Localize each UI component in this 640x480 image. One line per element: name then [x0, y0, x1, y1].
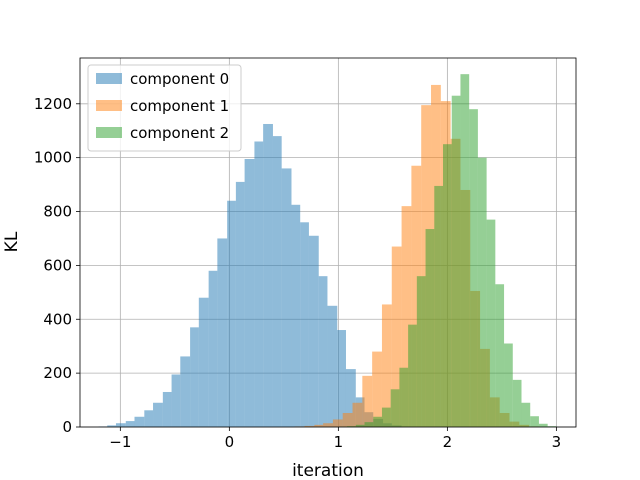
histogram-bar: [254, 141, 264, 428]
histogram-bar: [153, 402, 163, 427]
histogram-bar: [521, 402, 531, 427]
histogram-bars: [98, 74, 557, 428]
histogram-bar: [352, 402, 363, 427]
histogram-bar: [512, 379, 522, 427]
histogram-bar: [391, 246, 402, 427]
histogram-bar: [318, 276, 328, 427]
histogram-bar: [308, 235, 319, 427]
y-tick-label: 400: [43, 310, 72, 328]
histogram-bar: [144, 410, 154, 427]
histogram-bar: [460, 74, 470, 427]
histogram-bar: [162, 391, 172, 427]
histogram-bar: [208, 270, 218, 427]
histogram-bar: [272, 136, 282, 427]
plot-area-frame: [79, 57, 577, 428]
series-2-bars: [338, 74, 557, 428]
histogram-bar: [263, 123, 273, 428]
histogram-bar: [300, 222, 309, 427]
histogram-bar: [304, 425, 315, 427]
histogram-bar: [323, 423, 333, 427]
histogram-bar: [469, 109, 478, 428]
histogram-bar: [486, 219, 496, 427]
histogram-bar: [107, 425, 116, 427]
histogram-bar: [244, 159, 255, 427]
histogram-bar: [125, 421, 135, 427]
histogram-bar: [451, 95, 461, 427]
histogram-bar: [381, 304, 392, 427]
histogram-bar: [477, 157, 487, 428]
histogram-bar: [425, 229, 435, 427]
legend-frame: [87, 64, 242, 152]
x-tick-label: 0: [225, 433, 235, 451]
histogram-bar: [547, 426, 557, 427]
histogram-bar: [332, 419, 343, 427]
y-tick-label: 800: [43, 203, 72, 221]
histogram-bar: [355, 424, 365, 427]
histogram-bar: [399, 367, 409, 427]
histogram-bar: [115, 423, 126, 427]
legend-label: component 2: [130, 124, 229, 142]
legend-label: component 0: [130, 70, 229, 88]
histogram-bar: [134, 416, 145, 427]
histogram-bar: [171, 374, 181, 427]
histogram-bar: [337, 330, 346, 427]
legend: component 0 component 1 component 2: [87, 64, 242, 152]
x-tick-label: 1: [334, 433, 344, 451]
histogram-bar: [345, 369, 356, 427]
histogram-bar: [411, 165, 422, 427]
histogram-bar: [217, 238, 228, 427]
x-tick-label: 3: [552, 433, 562, 451]
legend-swatch: [96, 100, 122, 111]
histogram-bar: [347, 426, 356, 427]
histogram-bar: [291, 204, 301, 427]
x-tick-label: 2: [443, 433, 453, 451]
y-tick-label: 1000: [34, 149, 72, 167]
histogram-bar: [190, 327, 199, 427]
histogram-bar: [227, 200, 236, 427]
histogram-bar: [538, 423, 548, 427]
x-axis-ticks: −1 0 1 2 3: [109, 427, 561, 451]
histogram-bar: [281, 168, 292, 427]
histogram-bar: [327, 305, 338, 427]
histogram-bar: [434, 185, 444, 427]
legend-swatch: [96, 127, 122, 138]
x-axis-label: iteration: [292, 461, 364, 480]
histogram-bar: [198, 297, 209, 427]
histogram-bar: [235, 181, 245, 427]
histogram-bar: [362, 375, 373, 427]
histogram-bar: [381, 407, 391, 427]
histogram-bar: [408, 324, 417, 427]
y-tick-label: 0: [62, 418, 72, 436]
histogram-bar: [495, 284, 505, 427]
legend-swatch: [96, 73, 122, 84]
histogram-bar: [504, 343, 513, 427]
y-tick-label: 600: [43, 256, 72, 274]
histogram-bar: [314, 424, 324, 427]
histogram-bar: [390, 389, 400, 427]
histogram-bar: [443, 144, 452, 428]
y-tick-label: 1200: [34, 95, 72, 113]
histogram-bar: [364, 422, 374, 427]
legend-label: component 1: [130, 97, 229, 115]
histogram-bar: [530, 416, 539, 427]
x-tick-label: −1: [109, 433, 131, 451]
y-tick-label: 200: [43, 364, 72, 382]
histogram-bar: [416, 276, 426, 427]
histogram-bar: [180, 356, 191, 427]
histogram-bar: [372, 351, 382, 427]
histogram-bar: [401, 206, 412, 427]
histogram-bar: [373, 416, 382, 427]
histogram-bar: [342, 412, 353, 427]
y-axis-ticks: 0 200 400 600 800 1000 1200: [34, 95, 80, 436]
y-axis-label: KL: [2, 231, 22, 252]
